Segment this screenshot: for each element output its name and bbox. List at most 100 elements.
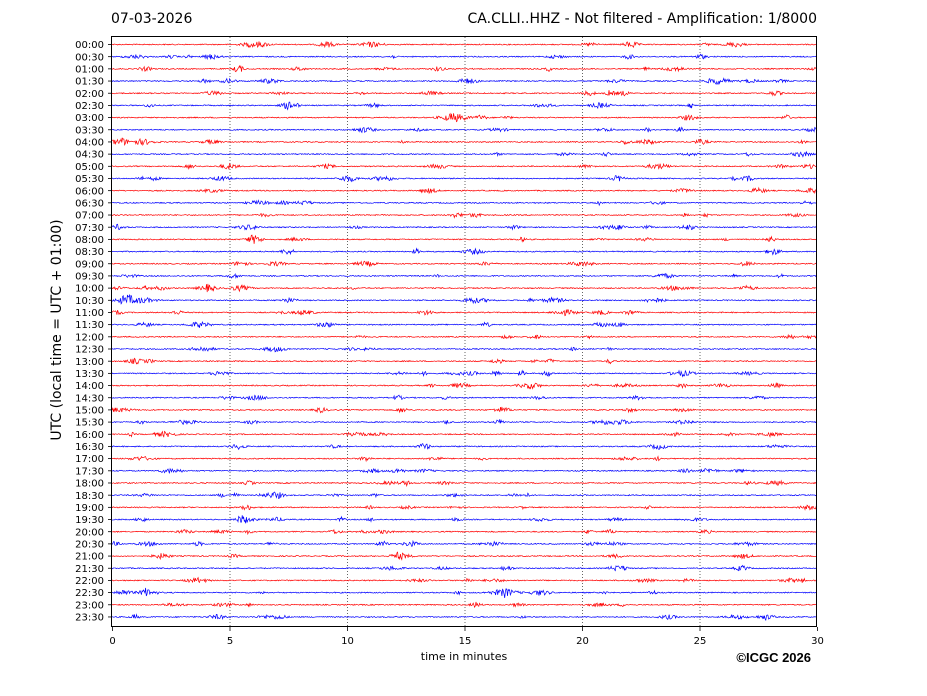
y-tick-label: 13:00 [75,357,104,368]
trace-0030 [111,53,818,60]
y-tick-label: 23:30 [75,613,104,624]
trace-0000 [111,41,818,49]
x-tick-label: 15 [459,636,472,647]
y-tick-label: 03:00 [75,113,104,124]
trace-0700 [111,212,818,219]
y-tick-label: 11:30 [75,320,104,331]
y-tick-label: 12:00 [75,332,104,343]
y-tick-label: 14:30 [75,393,104,404]
trace-1500 [111,406,818,414]
y-tick-label: 19:30 [75,515,104,526]
trace-2300 [111,601,818,609]
y-tick-label: 22:30 [75,588,104,599]
plot-frame [111,36,817,627]
trace-1400 [111,382,818,390]
y-tick-label: 18:30 [75,491,104,502]
y-tick-label: 22:00 [75,576,104,587]
trace-1430 [111,394,817,402]
y-tick-label: 15:30 [75,418,104,429]
x-tick-label: 30 [811,636,824,647]
trace-2030 [111,539,818,548]
y-tick-label: 05:00 [75,162,104,173]
copyright-credit: ©ICGC 2026 [736,650,811,665]
y-tick-label: 09:00 [75,259,104,270]
y-tick-label: 16:30 [75,442,104,453]
trace-1630 [111,443,818,451]
trace-1100 [111,309,818,317]
trace-0230 [111,101,818,111]
y-tick-label: 16:00 [75,430,104,441]
y-tick-label: 01:30 [75,77,104,88]
trace-2100 [111,551,817,561]
chart-title: CA.CLLI..HHZ - Not filtered - Amplificat… [467,11,817,27]
trace-0600 [111,186,818,195]
y-tick-label: 01:00 [75,64,104,75]
trace-0330 [111,126,818,134]
x-tick-label: 0 [109,636,115,647]
trace-0630 [111,199,818,207]
trace-1330 [111,369,818,378]
y-tick-label: 05:30 [75,174,104,185]
y-tick-label: 23:00 [75,600,104,611]
x-tick-label: 10 [341,636,354,647]
trace-0430 [111,150,817,158]
y-tick-label: 07:30 [75,223,104,234]
trace-1030 [111,293,818,305]
y-tick-label: 04:30 [75,150,104,161]
trace-0800 [111,234,818,244]
trace-0100 [111,64,817,73]
y-tick-label: 02:30 [75,101,104,112]
date-label: 07-03-2026 [111,11,193,27]
y-tick-label: 00:30 [75,52,104,63]
trace-0130 [111,77,817,86]
trace-0500 [111,162,818,170]
y-tick-label: 14:00 [75,381,104,392]
y-tick-label: 04:00 [75,138,104,149]
trace-2230 [111,587,818,598]
trace-1230 [111,346,817,353]
trace-2330 [111,613,817,622]
trace-0300 [111,112,818,123]
trace-1900 [111,504,818,511]
x-tick-label: 5 [227,636,233,647]
y-tick-label: 00:00 [75,40,104,51]
y-tick-label: 11:00 [75,308,104,319]
trace-0200 [111,89,818,97]
y-tick-label: 02:00 [75,89,104,100]
trace-1530 [111,419,818,426]
x-tick-label: 25 [694,636,707,647]
trace-0400 [111,137,818,147]
trace-1200 [111,333,817,340]
trace-1830 [111,491,817,499]
trace-1700 [111,455,818,463]
x-tick-label: 20 [576,636,589,647]
y-tick-label: 19:00 [75,503,104,514]
y-tick-label: 10:30 [75,296,104,307]
grid-lines [229,37,701,627]
y-tick-label: 06:30 [75,198,104,209]
trace-2000 [111,528,818,536]
trace-0930 [111,272,818,279]
trace-1930 [111,515,817,524]
y-tick-label: 12:30 [75,345,104,356]
y-tick-label: 17:30 [75,466,104,477]
y-tick-label: 07:00 [75,211,104,222]
x-ticks: 0 5 10 15 20 25 30 [109,627,824,647]
trace-0900 [111,260,818,268]
plot-area [111,36,817,627]
y-tick-label: 06:00 [75,186,104,197]
x-axis-label: time in minutes [420,650,508,663]
trace-1600 [111,430,818,438]
y-tick-label: 15:00 [75,406,104,417]
trace-0730 [111,223,818,231]
trace-1000 [111,283,817,293]
seismic-traces [111,41,818,622]
y-tick-label: 08:30 [75,247,104,258]
y-tick-label: 08:00 [75,235,104,246]
trace-1300 [111,357,817,365]
y-tick-label: 10:00 [75,284,104,295]
y-tick-label: 18:00 [75,479,104,490]
